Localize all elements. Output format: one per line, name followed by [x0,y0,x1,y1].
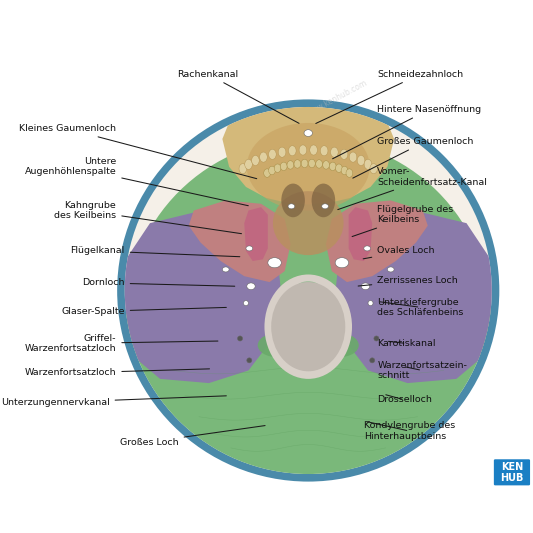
Text: Unterzungennervkanal: Unterzungennervkanal [1,396,227,407]
Ellipse shape [374,336,379,341]
Polygon shape [222,104,394,205]
Ellipse shape [252,156,259,166]
Text: Flügelgrube des
Keilbeins: Flügelgrube des Keilbeins [352,205,454,237]
Text: Kleines Gaumenloch: Kleines Gaumenloch [19,124,257,179]
Text: Unterkiefergrube
des Schläfenbeins: Unterkiefergrube des Schläfenbeins [377,297,464,317]
Ellipse shape [364,159,372,169]
Ellipse shape [299,145,306,155]
Ellipse shape [301,159,308,168]
Ellipse shape [246,246,253,251]
Text: www.kenhub.com: www.kenhub.com [364,341,427,381]
Text: Vomer-
Scheidenfortsatz-Kanal: Vomer- Scheidenfortsatz-Kanal [338,167,487,209]
Ellipse shape [245,159,252,169]
Ellipse shape [271,282,345,372]
Ellipse shape [274,164,281,172]
Ellipse shape [280,162,287,171]
Text: Kondylengrube des
Hinterhauptbeins: Kondylengrube des Hinterhauptbeins [364,422,455,441]
Ellipse shape [264,169,270,177]
Ellipse shape [288,204,295,209]
Ellipse shape [309,159,315,168]
Text: Kahngrube
des Keilbeins: Kahngrube des Keilbeins [54,201,241,233]
Ellipse shape [370,164,377,174]
Text: Schneidezahnloch: Schneidezahnloch [316,70,463,124]
Ellipse shape [258,334,295,357]
Ellipse shape [330,147,338,157]
Ellipse shape [293,281,324,305]
Text: Warzenfortsatzloch: Warzenfortsatzloch [25,368,209,377]
Ellipse shape [387,267,394,272]
Ellipse shape [287,160,294,169]
Ellipse shape [264,274,352,379]
Text: www.kenhub.com: www.kenhub.com [238,400,301,440]
Text: Flügelkanal: Flügelkanal [70,246,240,257]
Ellipse shape [125,107,492,474]
Ellipse shape [247,123,370,211]
Text: Untere
Augenhöhlenspalte: Untere Augenhöhlenspalte [25,157,248,206]
Ellipse shape [278,147,286,157]
Ellipse shape [361,283,370,289]
Text: Großes Gaumenloch: Großes Gaumenloch [353,137,474,178]
Text: Drosselloch: Drosselloch [377,395,432,405]
Ellipse shape [346,169,353,177]
Ellipse shape [364,246,370,251]
Ellipse shape [312,183,335,217]
Text: KEN
HUB: KEN HUB [500,462,523,483]
Text: Griffel-
Warzenfortsatzloch: Griffel- Warzenfortsatzloch [25,334,218,353]
Ellipse shape [222,267,229,272]
Ellipse shape [269,166,276,175]
Text: Hintere Nasenöffnung: Hintere Nasenöffnung [333,105,481,159]
Text: Dornloch: Dornloch [82,278,235,287]
Ellipse shape [336,164,342,172]
Text: Großes Loch: Großes Loch [120,425,265,447]
Ellipse shape [316,160,322,168]
Ellipse shape [357,156,365,166]
Ellipse shape [244,301,248,305]
Ellipse shape [340,149,348,159]
Ellipse shape [322,334,359,357]
Text: www.kenhub.com: www.kenhub.com [165,173,228,213]
Ellipse shape [370,358,375,363]
Ellipse shape [269,149,276,159]
Polygon shape [326,200,428,282]
Text: Glaser-Spalte: Glaser-Spalte [61,307,227,316]
Ellipse shape [247,283,255,289]
Ellipse shape [288,146,296,156]
Ellipse shape [239,164,247,174]
Text: www.kenhub.com: www.kenhub.com [356,135,419,175]
Ellipse shape [329,162,336,171]
Polygon shape [122,211,282,383]
Polygon shape [244,207,268,261]
Text: Zerrissenes Loch: Zerrissenes Loch [358,276,458,286]
Text: Rachenkanal: Rachenkanal [177,70,299,123]
Ellipse shape [117,99,499,482]
Ellipse shape [335,257,349,268]
Text: www.kenhub.com: www.kenhub.com [305,79,369,118]
Ellipse shape [322,160,329,169]
Ellipse shape [260,152,267,162]
Ellipse shape [341,166,348,175]
Ellipse shape [349,152,357,162]
Text: Warzenfortsatzein-
schnitt: Warzenfortsatzein- schnitt [377,361,467,380]
Ellipse shape [247,358,252,363]
Text: www.kenhub.com: www.kenhub.com [145,329,209,368]
Ellipse shape [273,191,344,255]
Polygon shape [189,200,290,282]
Ellipse shape [304,130,312,136]
Polygon shape [334,211,495,383]
Ellipse shape [320,146,328,156]
Ellipse shape [238,336,243,341]
Ellipse shape [322,204,328,209]
FancyBboxPatch shape [494,459,530,486]
Polygon shape [349,207,372,261]
Text: Karotiskanal: Karotiskanal [377,339,436,348]
Ellipse shape [294,160,301,168]
Text: Ovales Loch: Ovales Loch [363,246,435,259]
Ellipse shape [281,183,305,217]
Ellipse shape [268,257,281,268]
Ellipse shape [126,138,491,502]
Ellipse shape [310,145,317,155]
Ellipse shape [368,301,373,305]
